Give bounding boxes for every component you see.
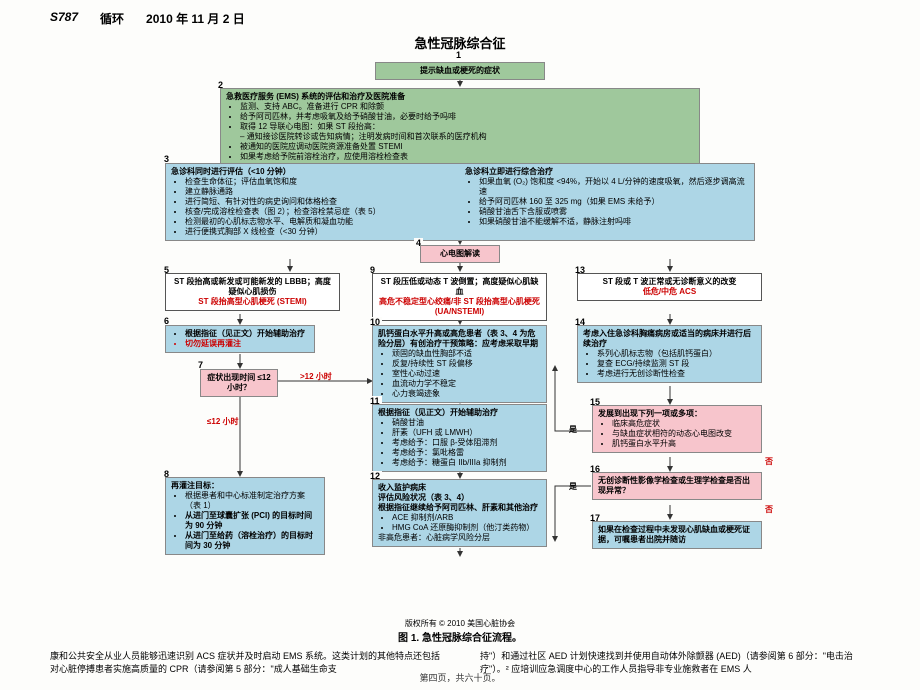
box-ecg: 心电图解读 [420,245,500,263]
publish-date: 2010 年 11 月 2 日 [146,10,245,27]
box-ed: 急诊科同时进行评估（<10 分钟） 检查生命体征；评估血氧饱和度 建立静脉通路 … [165,163,755,241]
box-nstemi: ST 段压低或动态 T 波倒置；高度疑似心肌缺血 高危不稳定型心绞痛/非 ST … [372,273,547,321]
box-lowrisk: ST 段或 T 波正常或无诊断意义的改变 低危/中危 ACS [577,273,762,301]
lbl-no-16: 否 [765,504,773,515]
figure-label: 图 1. 急性冠脉综合征流程。 [398,633,522,644]
box-adjunct-stemi: 根据指征（见正文）开始辅助治疗 切勿延误再灌注 [165,325,315,353]
lbl-le12: ≤12 小时 [207,416,239,427]
box-ems: 急救医疗服务 (EMS) 系统的评估和治疗及医院准备 监测、支持 ABC。准备进… [220,88,700,166]
lbl-gt12: >12 小时 [300,371,332,382]
flowchart: 1 提示缺血或梗死的症状 2 急救医疗服务 (EMS) 系统的评估和治疗及医院准… [110,56,810,616]
box-discharge: 如果在检查过程中未发现心肌缺血或梗死证据，可嘱患者出院并随访 [592,521,762,549]
b2-title: 急救医疗服务 (EMS) 系统的评估和治疗及医院准备 [226,92,405,101]
figure-caption: 版权所有 © 2010 美国心脏协会 图 1. 急性冠脉综合征流程。 [50,618,870,644]
lbl-yes-15: 是 [569,424,577,435]
lbl-yes-16: 是 [569,481,577,492]
box-troponin: 肌钙蛋白水平升高或高危患者（表 3、4 为危险分层）有创治疗干预策略：应考虑采取… [372,325,547,403]
b3r-title: 急诊科立即进行综合治疗 [465,167,553,176]
box-time-decision: 症状出现时间 ≤12 小时？ [200,369,278,397]
box-adjunct-nstemi: 根据指征（见正文）开始辅助治疗 硝酸甘油 肝素（UFH 或 LMWH） 考虑给予… [372,404,547,472]
copyright: 版权所有 © 2010 美国心脏协会 [405,619,515,628]
box-noninvasive: 无创诊断性影像学检查或生理学检查是否出现异常？ [592,472,762,500]
lbl-no-15: 否 [765,456,773,467]
page-number: S787 [50,10,78,27]
page-header: S787 循环 2010 年 11 月 2 日 [50,10,870,27]
box-stemi: ST 段抬高或新发或可能新发的 LBBB；高度疑似心肌损伤 ST 段抬高型心肌梗… [165,273,340,311]
b3l-title: 急诊科同时进行评估（<10 分钟） [171,167,291,176]
journal-name: 循环 [100,10,124,27]
box-symptoms: 提示缺血或梗死的症状 [375,62,545,80]
step-num-1: 1 [454,50,463,60]
box-chestpain-unit: 考虑入住急诊科胸痛病房或适当的病床并进行后续治疗 系列心肌标志物（包括肌钙蛋白）… [577,325,762,383]
pager: 第四页，共六十页。 [0,671,920,684]
box-develops: 发展到出现下列一项或多项： 临床高危症状 与缺血症状相符的动态心电图改变 肌钙蛋… [592,405,762,453]
box-reperfusion: 再灌注目标： 根据患者和中心标准制定治疗方案（表 1） 从进门至球囊扩张 (PC… [165,477,325,555]
box-admit: 收入监护病床 评估风险状况（表 3、4） 根据指征继续给予阿司匹林、肝素和其他治… [372,479,547,547]
